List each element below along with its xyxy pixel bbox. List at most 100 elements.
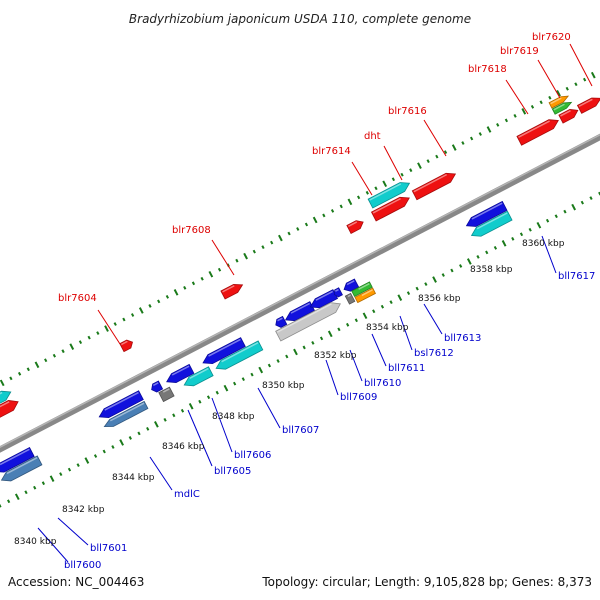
tick-mark [113, 322, 117, 326]
tick-mark [261, 245, 265, 249]
gene-arrow[interactable] [354, 287, 377, 304]
gene-label-reverse[interactable]: bll7607 [282, 425, 319, 436]
gene-label-forward[interactable]: blr7604 [58, 293, 97, 304]
leader-line [371, 333, 387, 367]
gene-arrow[interactable] [344, 292, 356, 305]
tick-mark [130, 313, 135, 317]
gene-highlight [471, 202, 503, 220]
gene-arrow[interactable] [370, 196, 410, 222]
tick-mark [346, 322, 350, 327]
kbp-label: 8356 kbp [418, 294, 461, 304]
gene-highlight [6, 457, 38, 475]
gene-arrow[interactable] [215, 340, 264, 370]
gene-arrow[interactable] [0, 447, 35, 473]
tick-mark [41, 481, 46, 486]
gene-arrow[interactable] [0, 390, 12, 415]
gene-label-reverse[interactable]: bsl7612 [414, 348, 454, 359]
tick-mark [61, 349, 65, 354]
tick-mark [339, 204, 343, 209]
gene-arrow[interactable] [202, 337, 246, 365]
gene-arrow[interactable] [465, 200, 508, 227]
gene-arrow[interactable] [103, 400, 149, 428]
gene-arrow[interactable] [470, 210, 513, 237]
tick-mark [397, 294, 403, 301]
gene-label-reverse[interactable]: bll7606 [234, 450, 271, 461]
gene-label-reverse[interactable]: mdlC [174, 489, 200, 500]
gene-arrow[interactable] [275, 315, 288, 328]
gene-label-forward[interactable]: blr7616 [388, 106, 427, 117]
gene-label-reverse[interactable]: bll7609 [340, 392, 377, 403]
gene-label-forward[interactable]: blr7620 [532, 32, 571, 43]
gene-arrow[interactable] [0, 400, 19, 424]
gene-labels[interactable]: blr7604 blr7608 blr7614 dht blr7616 blr7618 bl… [58, 32, 595, 571]
gene-highlight [0, 401, 10, 408]
gene-arrow[interactable] [576, 97, 600, 114]
tick-mark [59, 472, 63, 477]
gene-highlight [121, 340, 128, 346]
gene-arrow[interactable] [220, 283, 244, 300]
leader-line [537, 59, 561, 99]
gene-arrow[interactable] [151, 380, 164, 393]
gene-label-reverse[interactable]: bll7605 [214, 466, 251, 477]
gene-arrow[interactable] [98, 390, 144, 419]
gene-arrow[interactable] [551, 101, 573, 115]
tick-mark [172, 413, 176, 418]
gene-highlight [413, 173, 448, 193]
gene-label-forward[interactable]: blr7614 [312, 146, 351, 157]
tick-mark [356, 195, 361, 200]
gene-arrow[interactable] [351, 281, 373, 297]
tick-mark [267, 363, 272, 368]
gene-highlight [560, 110, 571, 117]
tick-mark [554, 214, 558, 219]
gene-label-reverse[interactable]: bll7617 [558, 271, 595, 282]
gene-arrow[interactable] [516, 119, 559, 146]
gene-arrow[interactable] [158, 386, 175, 403]
gene-label-reverse[interactable]: bll7610 [364, 378, 401, 389]
gene-highlight [578, 98, 593, 107]
gene-arrow[interactable] [367, 182, 411, 209]
kbp-label: 8344 kbp [112, 473, 155, 483]
tick-mark [441, 273, 445, 277]
gene-arrow[interactable] [548, 95, 570, 109]
tick-mark [354, 318, 358, 323]
gene-features[interactable] [0, 95, 600, 507]
gene-highlight [277, 317, 283, 322]
tick-mark [163, 417, 167, 422]
tick-mark [337, 327, 341, 332]
gene-label-reverse[interactable]: bll7601 [90, 543, 127, 554]
tick-mark [138, 307, 144, 314]
gene-label-reverse[interactable]: bll7600 [64, 560, 101, 571]
gene-arrow[interactable] [411, 172, 457, 201]
tick-mark [102, 449, 106, 454]
gene-label-reverse[interactable]: bll7613 [444, 333, 481, 344]
gene-arrow[interactable] [183, 366, 214, 387]
gene-label-forward[interactable]: dht [364, 131, 381, 142]
gene-arrow[interactable] [558, 108, 579, 124]
gene-label-reverse[interactable]: bll7611 [388, 363, 425, 374]
gene-arrow[interactable] [0, 455, 43, 482]
tick-mark [200, 276, 204, 281]
tick-mark [180, 408, 185, 413]
gene-highlight [518, 120, 550, 138]
gene-arrow[interactable] [166, 363, 195, 383]
tick-mark [157, 299, 161, 304]
kbp-label: 8354 kbp [366, 323, 409, 333]
tick-mark [476, 255, 480, 259]
tick-mark [217, 267, 222, 272]
gene-label-forward[interactable]: blr7618 [468, 64, 507, 75]
gene-arrow[interactable] [275, 302, 341, 342]
gene-highlight [550, 97, 562, 105]
tick-mark [409, 168, 413, 173]
gene-arrow[interactable] [333, 287, 343, 298]
tick-mark [583, 77, 587, 82]
gene-label-forward[interactable]: blr7619 [500, 46, 539, 57]
gene-label-forward[interactable]: blr7608 [172, 225, 211, 236]
gene-arrow[interactable] [346, 220, 364, 234]
tick-mark [511, 236, 515, 241]
tick-mark [322, 213, 326, 218]
gene-arrow[interactable] [119, 339, 133, 353]
gene-arrow[interactable] [343, 278, 360, 292]
tick-mark [571, 203, 577, 211]
tick-mark [372, 309, 376, 314]
position-labels: 8340 kbp 8342 kbp 8344 kbp 8346 kbp 8348 kbp… [14, 239, 565, 547]
